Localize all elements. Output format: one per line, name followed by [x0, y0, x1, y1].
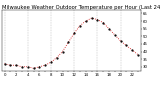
Text: Milwaukee Weather Outdoor Temperature per Hour (Last 24 Hours): Milwaukee Weather Outdoor Temperature pe… — [2, 5, 160, 10]
